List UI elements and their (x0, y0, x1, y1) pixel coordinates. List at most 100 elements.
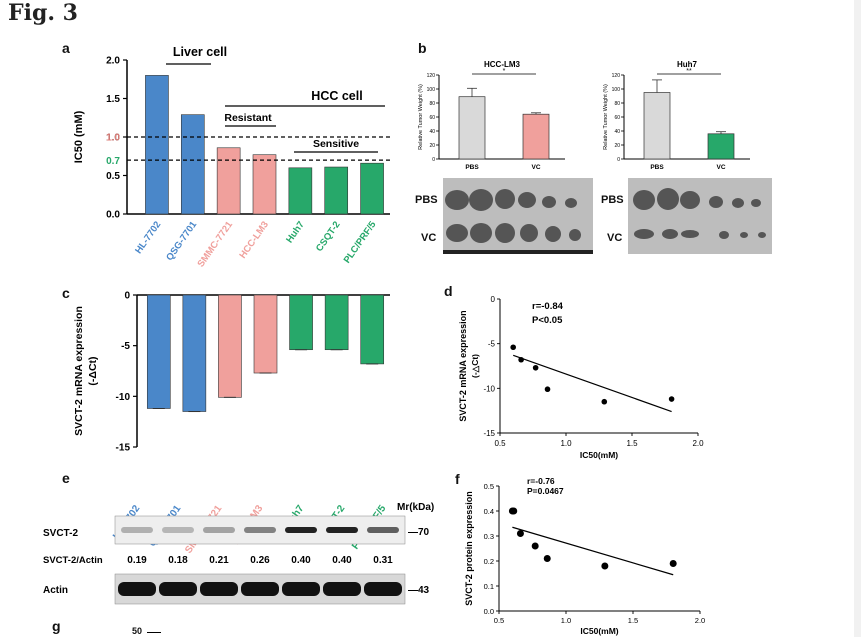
panel-g-ytick: 50 (132, 626, 143, 636)
y-tick-label: 60 (429, 115, 435, 121)
x-tick-label: 1.0 (560, 439, 572, 448)
x-tick-label: PLC/PRF/5 (342, 219, 379, 266)
y-tick-label: 40 (429, 129, 435, 135)
panel-f-scatter: 0.0 0.1 0.2 0.3 0.4 0.5 0.5 1.0 1.5 2.0 IC50(mM) SV… (464, 476, 705, 636)
svct2-band (285, 527, 317, 533)
y-tick-label: 0.0 (106, 210, 120, 221)
y-tick-label: 0.2 (484, 557, 494, 566)
panel-letter-f: f (455, 471, 460, 487)
y-tick-label: 0.5 (106, 171, 120, 182)
x-tick-label: HCC-LM3 (237, 219, 271, 260)
svct2-band (244, 527, 276, 533)
bar-hcc-lm3 (252, 154, 277, 215)
panel-letter-c: c (62, 285, 70, 301)
mr-label: Mr(kDa) (397, 502, 434, 513)
photo-row-label-vc-right: VC (607, 232, 623, 244)
x-tick-label: 2.0 (695, 616, 705, 625)
ref-label-high: 1.0 (106, 133, 120, 144)
bar-csqt-2 (324, 166, 349, 215)
y-tick-label: 0.5 (484, 482, 494, 491)
y-tick-label: 0.3 (484, 532, 494, 541)
y-tick-label: 1.0 (106, 133, 120, 144)
y-tick-label: 100 (427, 87, 436, 93)
x-tick-label: 1.5 (628, 616, 638, 625)
ratio-value: 0.21 (209, 555, 229, 566)
ratio-value: 0.31 (373, 555, 393, 566)
photo-row-label-pbs-right: PBS (601, 194, 624, 206)
stat-p: P=0.0467 (527, 486, 564, 496)
actin-row-label: Actin (43, 585, 68, 596)
y-tick-label: 120 (612, 73, 621, 79)
y-tick-label: 120 (427, 73, 436, 79)
panel-letter-g: g (52, 618, 61, 634)
y-tick-label: 20 (614, 143, 620, 149)
y-tick-label: 60 (614, 115, 620, 121)
actin-band (200, 582, 238, 596)
page-edge (854, 0, 861, 637)
data-point (516, 530, 524, 537)
y-tick-label: 40 (614, 129, 620, 135)
stat-r: r=-0.84 (532, 301, 564, 312)
bar-plc-prf-5 (360, 294, 385, 365)
y-axis-label: IC50 (mM) (73, 110, 85, 163)
ratio-row-label: SVCT-2/Actin (43, 555, 103, 566)
ratio-value: 0.40 (291, 555, 311, 566)
y-tick-label: 80 (614, 101, 620, 107)
data-point (668, 396, 675, 402)
y-tick-label: 80 (429, 101, 435, 107)
x-tick-label: CSQT-2 (314, 219, 343, 253)
panel-e-western-blot: HL-7702QSG-7701SMMC-7721HCC-LM3Huh7CSQT-… (43, 502, 434, 605)
y-axis-label: SVCT-2 protein expression (464, 491, 474, 606)
y-axis-label: Relative Tumor Weight (%) (603, 84, 609, 150)
tumor-photo-panel: PBS VC PBS VC (415, 178, 775, 258)
x-axis-label: IC50(mM) (580, 450, 618, 460)
sig-marker: ** (686, 68, 692, 75)
hcc-cell-label: HCC cell (311, 89, 362, 103)
y-tick-label: 0 (124, 291, 130, 302)
data-point (601, 398, 608, 405)
sig-marker: * (503, 68, 506, 75)
y-tick-label: 0 (432, 157, 435, 163)
actin-band (118, 582, 156, 596)
y-tick-label: 0.0 (484, 607, 494, 616)
svct2-band (162, 527, 194, 533)
y-axis-label: SVCT-2 mRNA expression (458, 310, 468, 421)
y-axis-label: Relative Tumor Weight (%) (418, 84, 424, 150)
panel-letter-a: a (62, 40, 70, 56)
tumor-photo-huh7 (628, 178, 772, 254)
x-axis-label: IC50(mM) (580, 626, 618, 636)
chart-title: Huh7 (677, 60, 698, 69)
x-tick-label: SMMC-7721 (196, 219, 236, 270)
y-tick-label: -5 (121, 341, 130, 352)
x-tick-label: HL-7702 (133, 219, 163, 256)
chart-title: HCC-LM3 (484, 60, 521, 69)
x-tick-label: VC (531, 164, 540, 171)
data-point (532, 364, 539, 371)
photo-row-label-pbs: PBS (415, 194, 438, 206)
ref-label-low: 0.7 (106, 156, 120, 167)
x-tick-label: 1.5 (626, 439, 638, 448)
bar-plc-prf-5 (360, 162, 384, 215)
liver-cell-label: Liver cell (173, 45, 227, 59)
resistant-label: Resistant (224, 112, 272, 124)
bar-smmc-7721 (218, 294, 242, 398)
actin-band (364, 582, 402, 596)
bar-vc (522, 113, 550, 160)
ratio-value: 0.26 (250, 555, 270, 566)
svct2-band (121, 527, 153, 533)
data-point (510, 344, 516, 351)
x-tick-label: PBS (650, 164, 664, 171)
y-tick-label: 2.0 (106, 56, 120, 67)
bar-huh7 (289, 294, 313, 351)
y-tick-label: 100 (612, 87, 621, 93)
y-tick-label: -15 (483, 429, 495, 438)
panel-letter-b: b (418, 40, 427, 56)
mw-43: —43 (408, 585, 430, 596)
figure-title: Fig. 3 (8, 0, 78, 26)
sensitive-label: Sensitive (313, 138, 359, 150)
y-tick-label: -5 (488, 340, 496, 349)
panel-letter-e: e (62, 470, 70, 486)
y-axis-label: SVCT-2 mRNA expression (73, 306, 85, 436)
